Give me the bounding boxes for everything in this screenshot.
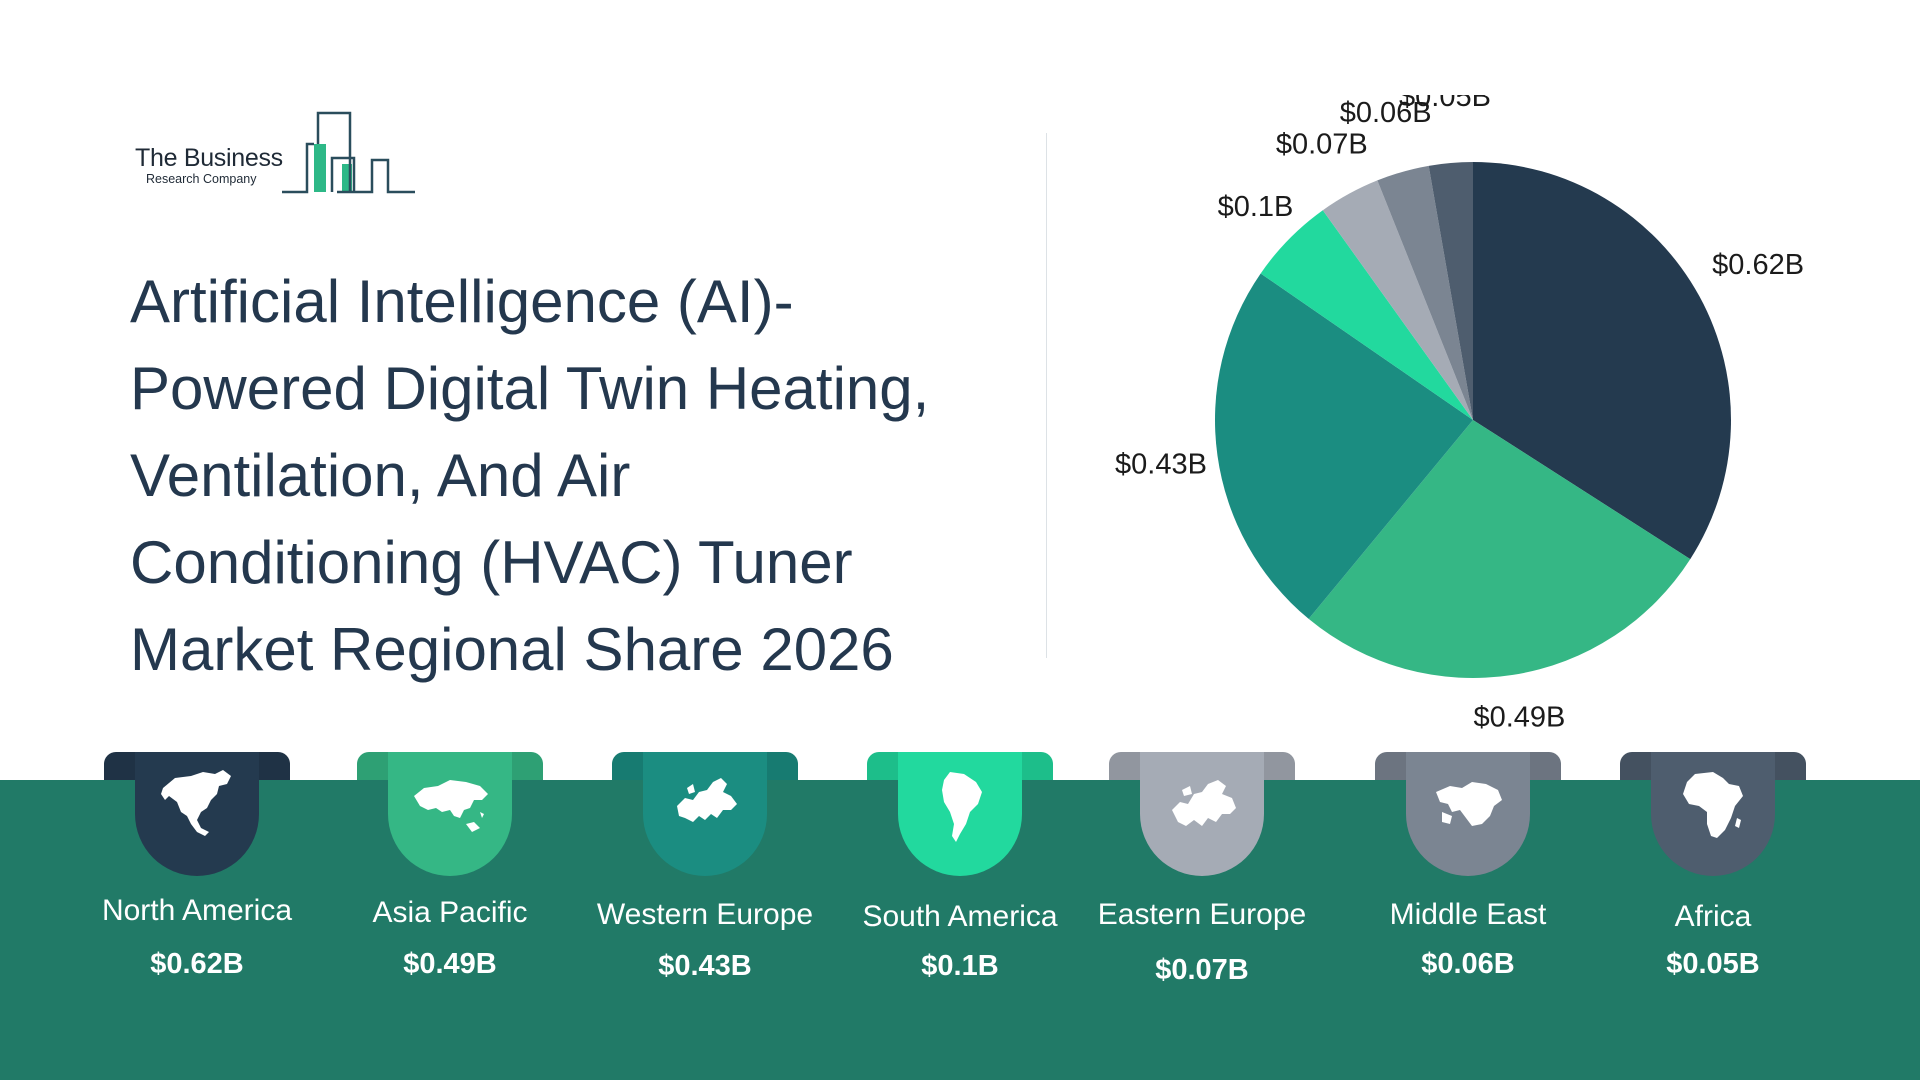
western-europe-map-icon <box>677 778 737 822</box>
region-card-eastern-europe: Eastern Europe $0.07B <box>1072 752 1332 992</box>
pie-data-label: $0.05B <box>1399 95 1491 113</box>
region-name: Western Europe <box>596 898 814 931</box>
pie-slice-asia-pacific <box>1308 420 1691 679</box>
region-badge <box>1651 752 1775 876</box>
pie-data-label: $0.49B <box>1473 701 1565 733</box>
region-badge <box>135 752 259 876</box>
region-value: $0.49B <box>403 948 497 980</box>
logo-subtitle: Research Company <box>146 172 257 186</box>
region-value: $0.62B <box>150 948 244 980</box>
region-name: Middle East <box>1389 898 1547 931</box>
region-card-asia-pacific: Asia Pacific $0.49B <box>320 752 580 992</box>
regional-share-pie-chart: $0.62B $0.49B $0.43B $0.1B $0.07B$0.06B$0.05… <box>1115 95 1804 733</box>
pie-data-label: $0.1B <box>1218 191 1294 223</box>
region-badge <box>388 752 512 876</box>
pie-slice-africa <box>1428 162 1473 420</box>
region-badge <box>1406 752 1530 876</box>
pie-slice-western-europe <box>1214 273 1473 619</box>
middle-east-map-icon <box>1436 782 1502 826</box>
region-badge <box>898 752 1022 876</box>
africa-map-icon <box>1683 772 1743 838</box>
logo-name: The Business <box>135 144 283 172</box>
region-value: $0.06B <box>1421 948 1515 980</box>
region-name: Africa <box>1674 900 1752 933</box>
pie-data-label: $0.43B <box>1115 448 1207 480</box>
region-value: $0.1B <box>921 950 999 982</box>
page-title: Artificial Intelligence (AI)-Powered Dig… <box>130 268 930 683</box>
pie-slice-middle-east <box>1377 165 1473 420</box>
north-america-map-icon <box>161 770 231 836</box>
pie-slice-south-america <box>1260 210 1473 420</box>
region-value: $0.07B <box>1155 954 1249 986</box>
region-card-africa: Africa $0.05B <box>1583 752 1843 992</box>
region-value: $0.05B <box>1666 948 1760 980</box>
region-name: Asia Pacific <box>372 896 528 929</box>
region-card-north-america: North America $0.62B <box>67 752 327 992</box>
south-america-map-icon <box>942 772 982 842</box>
region-name: South America <box>862 900 1058 933</box>
company-logo: The Business Research Company <box>132 108 432 198</box>
region-card-western-europe: Western Europe $0.43B <box>575 752 835 992</box>
region-badge <box>643 752 767 876</box>
pie-data-label: $0.07B <box>1276 129 1368 161</box>
region-value: $0.43B <box>658 950 752 982</box>
region-card-middle-east: Middle East $0.06B <box>1338 752 1598 992</box>
pie-data-label: $0.62B <box>1712 249 1804 281</box>
region-name: North America <box>101 894 293 927</box>
eastern-europe-map-icon <box>1172 780 1236 826</box>
logo-buildings-icon <box>282 111 415 194</box>
pie-slice-north-america <box>1473 162 1731 560</box>
vertical-divider <box>1046 133 1047 658</box>
region-name: Eastern Europe <box>1097 898 1307 931</box>
asia-pacific-map-icon <box>414 780 488 832</box>
pie-slice-eastern-europe <box>1322 180 1473 420</box>
pie-data-label: $0.06B <box>1340 97 1432 129</box>
region-card-south-america: South America $0.1B <box>830 752 1090 992</box>
region-badge <box>1140 752 1264 876</box>
